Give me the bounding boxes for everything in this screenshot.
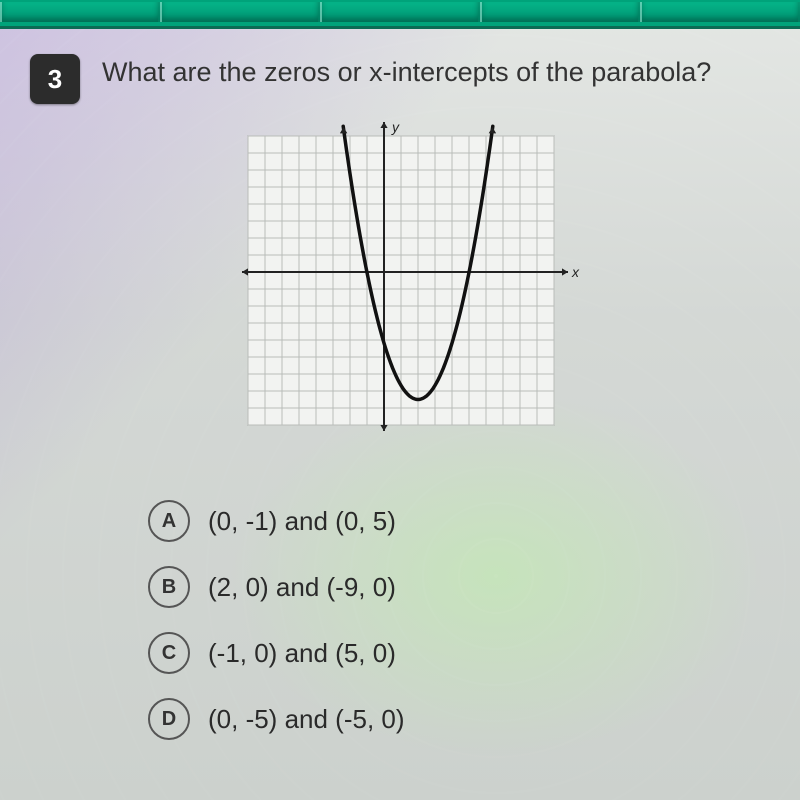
question-number-badge: 3 [30,54,80,104]
option-text: (2, 0) and (-9, 0) [208,572,396,603]
answer-option-d[interactable]: D (0, -5) and (-5, 0) [148,698,770,740]
option-text: (0, -1) and (0, 5) [208,506,396,537]
question-text: What are the zeros or x-intercepts of th… [102,54,711,90]
option-letter-circle: D [148,698,190,740]
answer-option-c[interactable]: C (-1, 0) and (5, 0) [148,632,770,674]
svg-text:y: y [391,119,400,135]
option-letter-circle: C [148,632,190,674]
option-letter-circle: A [148,500,190,542]
top-tab-strip [0,2,800,22]
answer-option-a[interactable]: A (0, -1) and (0, 5) [148,500,770,542]
answer-list: A (0, -1) and (0, 5) B (2, 0) and (-9, 0) C (… [148,500,770,740]
option-letter-circle: B [148,566,190,608]
option-text: (-1, 0) and (5, 0) [208,638,396,669]
parabola-graph: yx [230,118,570,458]
answer-option-b[interactable]: B (2, 0) and (-9, 0) [148,566,770,608]
svg-text:x: x [571,264,580,280]
option-text: (0, -5) and (-5, 0) [208,704,405,735]
app-top-bar [0,0,800,29]
question-card: 3 What are the zeros or x-intercepts of … [30,54,770,764]
